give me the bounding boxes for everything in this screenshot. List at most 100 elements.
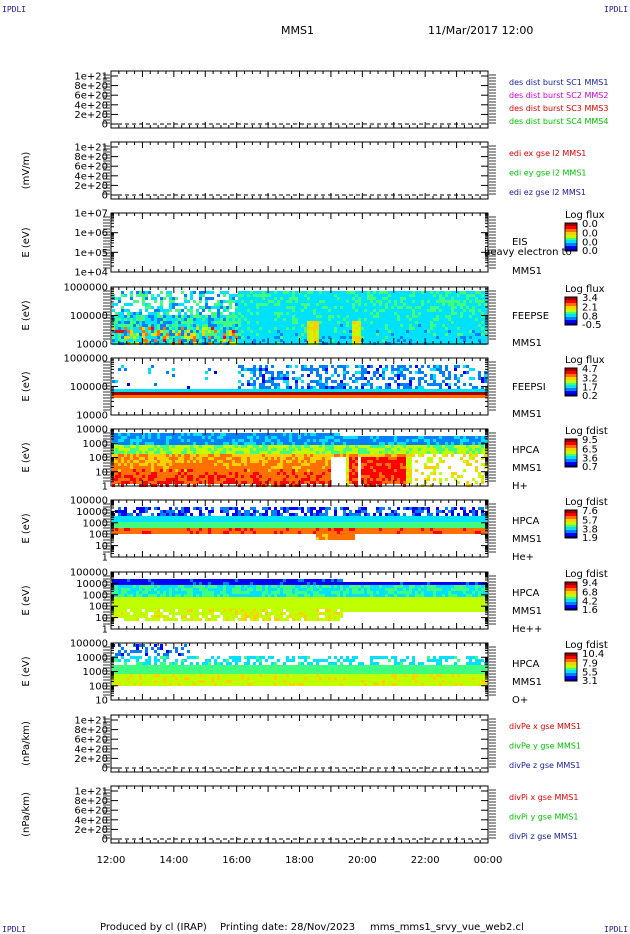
- feepsi-cell: [481, 377, 484, 380]
- feepse-cell: [385, 312, 388, 315]
- hpca-h-cell: [277, 463, 280, 466]
- feepse-cell: [478, 336, 481, 339]
- feepse-cell: [121, 333, 124, 336]
- feepsi-cell: [214, 371, 217, 374]
- feepsi-cell: [250, 371, 253, 374]
- hpca-h-cell: [250, 481, 253, 484]
- feepse-cell: [286, 300, 289, 303]
- feepsi-cell: [442, 374, 445, 377]
- feepse-cell: [121, 324, 124, 327]
- hpca-h-cell: [265, 454, 268, 457]
- hpca-h-cell: [217, 454, 220, 457]
- feepsi-cell: [439, 383, 442, 386]
- hpca-h-cell: [271, 451, 274, 454]
- feepse-cell: [427, 321, 430, 324]
- feepse-cell: [142, 303, 145, 306]
- feepsi-cell: [358, 365, 361, 368]
- feepse-cell: [319, 318, 322, 321]
- hpca-h-cell: [310, 442, 313, 445]
- des-dist-ytick-label: 6e+20: [74, 91, 108, 102]
- corner-label-tl: IPDLI: [2, 5, 26, 14]
- feepse-cell: [469, 318, 472, 321]
- feepse-cell: [139, 318, 142, 321]
- feepsi-cell: [337, 389, 340, 392]
- hpca-h-cell: [211, 457, 214, 460]
- feepse-cell: [187, 327, 190, 330]
- feepsi-cell: [433, 389, 436, 392]
- feepse-colorbar-label: 2.1: [582, 302, 598, 313]
- feepse-cell: [214, 339, 217, 342]
- feepse-cell: [310, 315, 313, 318]
- feepse-cell: [181, 339, 184, 342]
- feepse-cell: [115, 321, 118, 324]
- hpca-h-cell: [121, 469, 124, 472]
- feepse-cell: [421, 312, 424, 315]
- feepse-cell: [169, 327, 172, 330]
- feepsi-cell: [286, 371, 289, 374]
- feepse-cell: [175, 303, 178, 306]
- hpca-h-cell: [130, 478, 133, 481]
- hpca-h-cell: [226, 445, 229, 448]
- feepsi-cell: [361, 395, 364, 398]
- feepse-cell: [127, 321, 130, 324]
- feepse-cell: [199, 300, 202, 303]
- hpca-h-cell: [316, 478, 319, 481]
- feepsi-cell: [325, 368, 328, 371]
- feepsi-cell: [442, 389, 445, 392]
- feepsi-cell: [472, 389, 475, 392]
- feepse-cell: [121, 330, 124, 333]
- feepse-cell: [322, 336, 325, 339]
- feepse-cell: [277, 324, 280, 327]
- feepse-cell: [367, 300, 370, 303]
- feepsi-cell: [391, 371, 394, 374]
- feepse-cell: [451, 321, 454, 324]
- hpca-h-cell: [277, 478, 280, 481]
- feepsi-cell: [364, 383, 367, 386]
- feepsi-cell: [229, 392, 232, 395]
- feepse-cell: [454, 294, 457, 297]
- hpca-h-cell: [247, 472, 250, 475]
- hpca-h-cell: [304, 460, 307, 463]
- feepse-cell: [289, 294, 292, 297]
- feepsi-cell: [355, 392, 358, 395]
- feepsi-cell: [199, 392, 202, 395]
- hpca-h-cell: [277, 466, 280, 469]
- hpca-h-cell: [193, 481, 196, 484]
- hpca-h-cell: [166, 481, 169, 484]
- feepse-cell: [226, 333, 229, 336]
- feepse-cell: [238, 336, 241, 339]
- feepse-cell: [355, 291, 358, 294]
- feepse-cell: [256, 318, 259, 321]
- hpca-h-cell: [151, 451, 154, 454]
- feepse-cell: [376, 297, 379, 300]
- feepsi-cell: [280, 395, 283, 398]
- feepse-cell: [334, 303, 337, 306]
- feepse-colorbar-cell: [565, 297, 577, 299]
- feepsi-cell: [391, 377, 394, 380]
- feepsi-cell: [325, 386, 328, 389]
- feepse-cell: [460, 330, 463, 333]
- feepsi-cell: [322, 389, 325, 392]
- feepse-cell: [205, 297, 208, 300]
- hpca-h-cell: [196, 433, 199, 436]
- feepsi-cell: [445, 389, 448, 392]
- hpca-h-cell: [280, 436, 283, 439]
- feepsi-cell: [148, 371, 151, 374]
- feepsi-cell: [223, 395, 226, 398]
- feepsi-cell: [472, 368, 475, 371]
- eis-colorbar-title: Log flux: [565, 210, 605, 221]
- hpca-h-cell: [283, 457, 286, 460]
- hpca-h-cell: [166, 457, 169, 460]
- feepse-cell: [133, 312, 136, 315]
- hpca-h-cell: [268, 448, 271, 451]
- hpca-h-cell: [160, 475, 163, 478]
- hpca-h-cell: [316, 463, 319, 466]
- feepse-cell: [445, 324, 448, 327]
- hpca-h-cell: [247, 448, 250, 451]
- feepse-cell: [466, 330, 469, 333]
- feepse-cell: [430, 318, 433, 321]
- hpca-h-cell: [136, 442, 139, 445]
- hpca-h-cell: [211, 463, 214, 466]
- feepse-cell: [226, 309, 229, 312]
- feepsi-cell: [421, 389, 424, 392]
